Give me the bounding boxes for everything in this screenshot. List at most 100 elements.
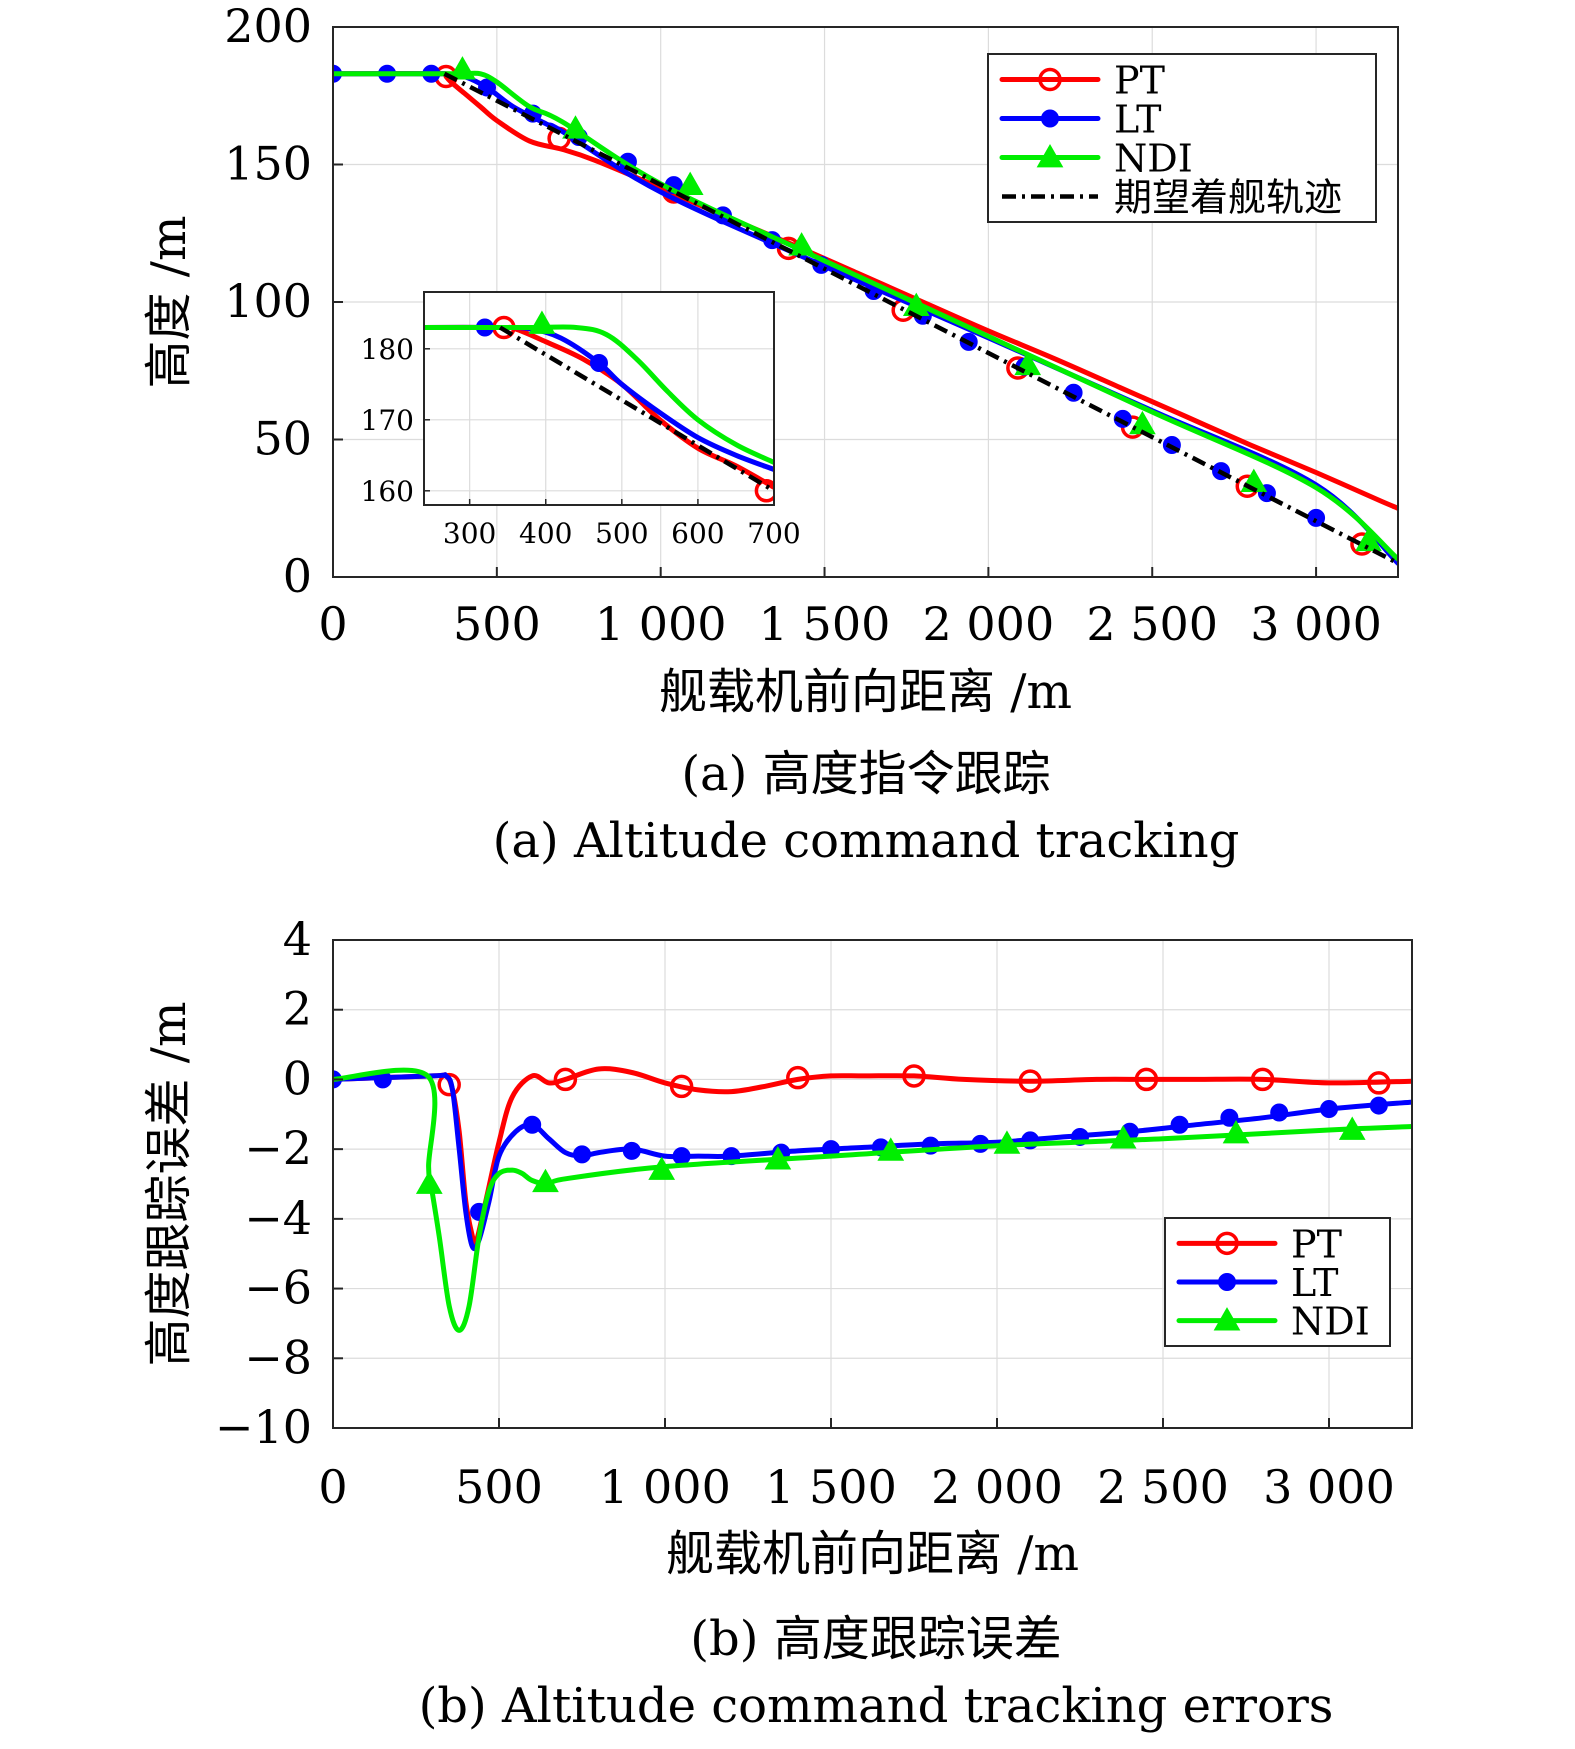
inset-x-tick-label-0: 300 (443, 517, 496, 550)
x-tick-label-6: 3 000 (1250, 597, 1382, 651)
inset-x-tick-label-1: 400 (519, 517, 572, 550)
y-tick-label-4: −2 (244, 1121, 312, 1175)
series-pt-marker-6 (1134, 1067, 1159, 1092)
inset-series-pt-marker-1 (754, 479, 774, 503)
series-ndi-marker-1 (532, 1168, 559, 1193)
y-tick-label-2: −6 (244, 1261, 312, 1315)
caption-cn: (a) 高度指令跟踪 (681, 746, 1050, 802)
series-lt-line (333, 1072, 1412, 1252)
x-tick-label-5: 2 500 (1086, 597, 1218, 651)
caption-cn: (b) 高度跟踪误差 (690, 1611, 1061, 1667)
y-tick-label-3: 150 (224, 137, 312, 191)
x-tick-label-4: 2 000 (923, 597, 1055, 651)
x-tick-label-0: 0 (318, 597, 347, 651)
y-tick-label-0: −10 (215, 1400, 312, 1454)
legend-ndi-label: NDI (1114, 137, 1193, 181)
series-lt-marker-3 (523, 1115, 542, 1134)
inset-chart: 300 400 500 600 700 160 170 180 (361, 291, 801, 550)
y-tick-label-6: 2 (283, 982, 312, 1036)
x-axis-label: 舰载机前向距离 /m (666, 1526, 1079, 1582)
chart-2: 0 500 1 000 1 500 2 000 2 500 3 000 −10 −8 −6 −4 −2… (141, 912, 1413, 1734)
x-tick-label-1: 500 (455, 1460, 543, 1514)
series-lt-marker-16 (1170, 1115, 1189, 1134)
y-tick-label-2: 100 (224, 274, 312, 328)
series-lt-marker-19 (1320, 1100, 1338, 1119)
legend-ndi-marker-0 (1213, 1307, 1241, 1331)
y-tick-label-3: −4 (244, 1191, 312, 1245)
series-ndi-marker-4 (877, 1137, 905, 1161)
x-tick-label-4: 2 000 (931, 1460, 1063, 1514)
series-ndi-marker-2 (648, 1156, 676, 1180)
caption-en: (b) Altitude command tracking errors (419, 1678, 1334, 1734)
legend-pt-label: PT (1114, 59, 1165, 103)
plot-area (333, 1064, 1412, 1333)
y-tick-label-4: 200 (224, 0, 312, 53)
legend-lt-label: LT (1114, 98, 1161, 142)
x-tick-label-6: 3 000 (1263, 1460, 1395, 1514)
series-pt-marker-8 (1367, 1071, 1391, 1095)
plot-area (333, 56, 1398, 566)
inset-frame (423, 291, 775, 506)
y-axis-label: 高度跟踪误差 /m (141, 1002, 197, 1367)
inset-x-tick-label-4: 700 (747, 517, 800, 550)
series-ndi-marker-0 (415, 1170, 443, 1194)
inset-y-tick-label-1: 170 (361, 404, 414, 437)
legend-lt-label: LT (1291, 1261, 1338, 1305)
x-tick-label-3: 1 500 (765, 1460, 897, 1514)
series-ndi-marker-2 (676, 171, 704, 195)
y-tick-label-5: 0 (283, 1051, 312, 1105)
x-tick-label-5: 2 500 (1097, 1460, 1229, 1514)
series-ndi-marker-0 (449, 56, 476, 80)
series-pt-marker-2 (669, 1074, 694, 1099)
y-tick-label-1: 50 (253, 412, 312, 466)
y-tick-label-0: 0 (283, 549, 312, 603)
series-ndi-marker-5 (993, 1130, 1021, 1154)
legend-reference-label: 期望着舰轨迹 (1114, 176, 1342, 220)
inset-y-tick-label-2: 180 (361, 333, 414, 366)
series-ndi-marker-7 (1222, 1119, 1250, 1144)
x-tick-label-1: 500 (453, 597, 541, 651)
series-lt-marker-18 (1270, 1103, 1289, 1122)
legend-pt-label: PT (1291, 1222, 1342, 1266)
y-tick-label-1: −8 (244, 1330, 312, 1384)
series-ndi-marker-3 (788, 232, 815, 256)
caption-en: (a) Altitude command tracking (493, 813, 1240, 869)
inset-y-tick-label-0: 160 (361, 475, 414, 508)
legend-ndi-label: NDI (1291, 1300, 1370, 1344)
series-ndi-marker-3 (764, 1146, 792, 1170)
plot-frame (332, 939, 1413, 1429)
series-ndi-marker-1 (562, 115, 589, 139)
legend-ndi-marker-0 (1036, 143, 1064, 168)
x-tick-label-0: 0 (318, 1460, 347, 1514)
x-tick-label-2: 1 000 (599, 1460, 731, 1514)
x-tick-label-3: 1 500 (759, 597, 891, 651)
legend-lt-marker-0 (1041, 109, 1059, 128)
inset-plot-area (424, 310, 774, 503)
x-tick-label-2: 1 000 (595, 597, 727, 651)
inset-x-tick-label-3: 600 (671, 517, 724, 550)
series-pt-marker-3 (786, 1065, 810, 1090)
y-tick-label-7: 4 (283, 912, 312, 966)
legend-lt-marker-0 (1218, 1273, 1236, 1291)
legend-pt-marker-0 (1215, 1231, 1239, 1256)
series-lt-marker-6 (672, 1147, 691, 1166)
series-reference-line (443, 71, 1398, 566)
series-lt-marker-5 (622, 1141, 641, 1160)
inset-series-ndi-marker-0 (528, 310, 556, 334)
series-lt-marker-20 (1369, 1096, 1388, 1115)
series-pt-marker-0 (437, 1072, 461, 1097)
x-axis-label: 舰载机前向距离 /m (659, 664, 1072, 720)
chart-1: 0 500 1 000 1 500 2 000 2 500 3 000 0 50 100 150 20… (141, 0, 1399, 869)
series-pt-marker-7 (1250, 1067, 1275, 1092)
series-lt-marker-17 (1220, 1108, 1239, 1127)
inset-series-ndi-line (424, 324, 774, 465)
series-ndi-marker-8 (1338, 1116, 1366, 1140)
series-pt-marker-1 (553, 1067, 578, 1092)
inset-series-lt-marker-1 (590, 354, 608, 372)
legend-pt-marker-0 (1038, 67, 1062, 92)
series-ndi-marker-6 (1109, 1125, 1137, 1149)
series-ndi-marker-8 (1355, 527, 1382, 552)
